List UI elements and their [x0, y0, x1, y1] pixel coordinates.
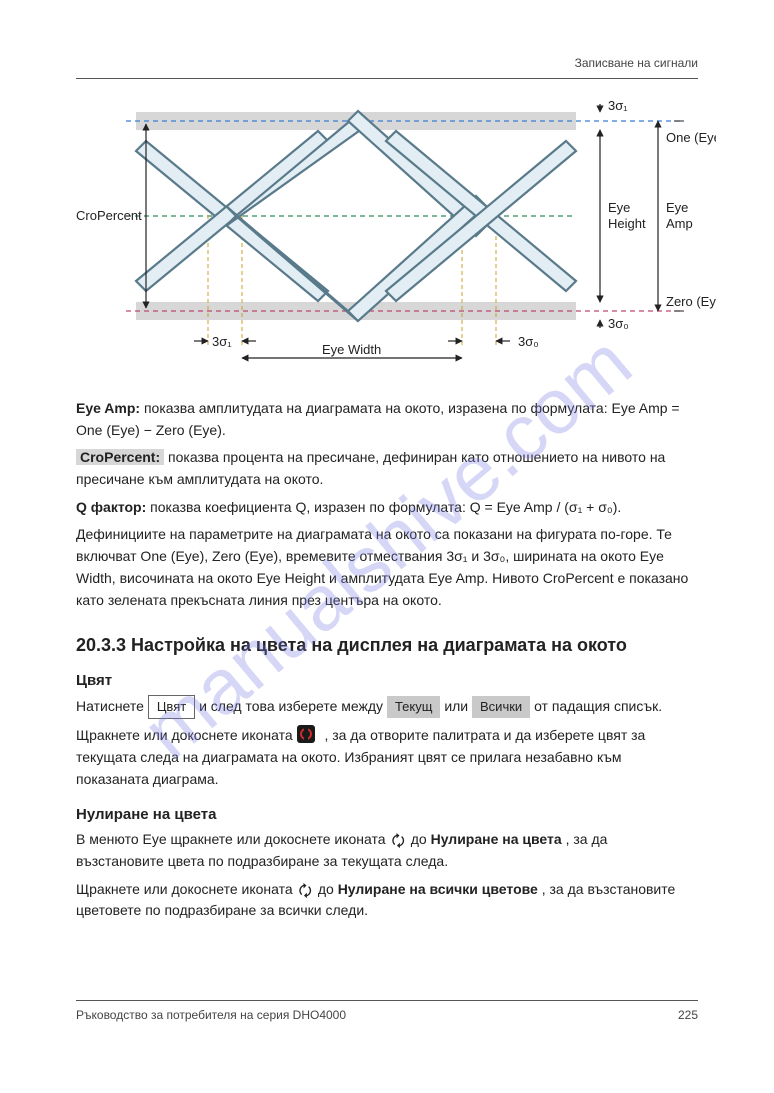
lead-qfactor: Q фактор:: [76, 499, 146, 515]
rule-top: [76, 78, 698, 79]
header-section-title: Записване на сигнали: [575, 56, 698, 70]
footer-page: 225: [678, 1008, 698, 1022]
svg-text:Eye: Eye: [608, 200, 630, 215]
p-reset-all: Щракнете или докоснете иконата 🗘 до Нули…: [76, 879, 698, 922]
svg-text:Eye: Eye: [666, 200, 688, 215]
svg-text:3σ₀: 3σ₀: [518, 334, 539, 349]
opt-current[interactable]: Текущ: [387, 696, 440, 718]
lead-eyeamp: Eye Amp:: [76, 400, 140, 416]
svg-text:Eye Width: Eye Width: [322, 342, 381, 357]
svg-text:Zero (Eye): Zero (Eye): [666, 294, 716, 309]
svg-text:Height: Height: [608, 216, 646, 231]
h4-reset: Нулиране на цвета: [76, 806, 698, 823]
body-copy: Eye Amp: показва амплитудата на диаграма…: [76, 398, 698, 928]
refresh-icon[interactable]: 🗘: [391, 834, 404, 849]
h4-color: Цвят: [76, 672, 698, 689]
h3-color-setup: 20.3.3 Настройка на цвета на дисплея на …: [76, 635, 698, 656]
refresh-all-icon[interactable]: 🗘: [299, 884, 312, 899]
svg-text:3σ₁: 3σ₁: [212, 334, 232, 349]
rule-bottom: [76, 1000, 698, 1001]
eye-diagram: 3σ₁ 3σ₀ Eye Height Eye Amp One (Eye) Zer…: [76, 96, 716, 376]
p-explain: Дефинициите на параметрите на диаграмата…: [76, 524, 698, 611]
footer-title: Ръководство за потребителя на серия DHO4…: [76, 1008, 346, 1022]
p-color-select: Натиснете Цвят и след това изберете межд…: [76, 695, 698, 719]
lbl-3sigma1-top: 3σ₁: [608, 98, 628, 113]
page-root: manualshive.com Записване на сигнали: [0, 0, 774, 1093]
svg-text:One (Eye): One (Eye): [666, 130, 716, 145]
p-color-icon: Щракнете или докоснете иконата , за да о…: [76, 725, 698, 790]
opt-all[interactable]: Всички: [472, 696, 530, 718]
svg-text:CroPercent: CroPercent: [76, 208, 142, 223]
lead-cropercent: CroPercent:: [76, 449, 164, 465]
p-cropercent: CroPercent: показва процента на пресичан…: [76, 447, 698, 490]
btn-color[interactable]: Цвят: [148, 695, 195, 719]
color-picker-icon[interactable]: [297, 725, 315, 743]
p-reset-one: В менюто Eye щракнете или докоснете икон…: [76, 829, 698, 872]
p-eyeamp: Eye Amp: показва амплитудата на диаграма…: [76, 398, 698, 441]
p-qfactor: Q фактор: показва коефициента Q, изразен…: [76, 497, 698, 519]
svg-text:Amp: Amp: [666, 216, 693, 231]
lbl-3sigma0: 3σ₀: [608, 316, 629, 331]
